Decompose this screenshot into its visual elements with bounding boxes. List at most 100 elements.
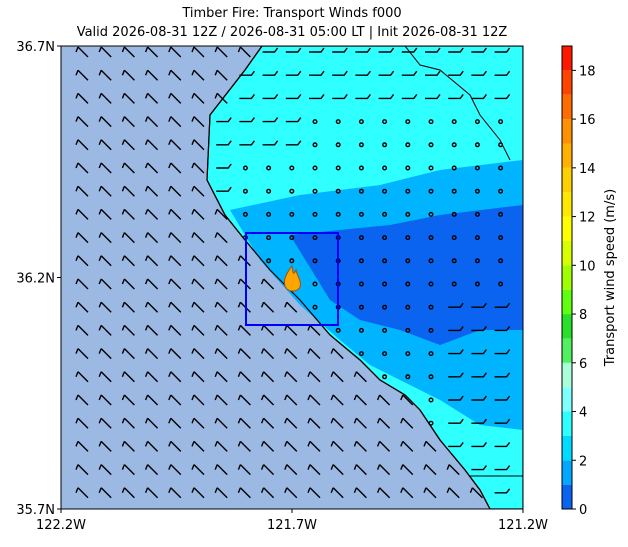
wind-barb (98, 69, 112, 81)
colorbar-tick-label: 0 (579, 503, 587, 518)
wind-barb (262, 140, 279, 146)
wind-barb (405, 374, 411, 380)
wind-barb (285, 93, 302, 100)
wind-barb (425, 70, 441, 76)
wind-barb (471, 349, 487, 355)
wind-barb (98, 487, 112, 499)
wind-barb (191, 348, 205, 360)
coastline (206, 46, 491, 509)
wind-barb (469, 487, 483, 499)
wind-barb (289, 165, 295, 171)
wind-barb (168, 464, 182, 476)
wind-barb (144, 139, 159, 151)
wind-barb (168, 255, 182, 267)
wind-barb (285, 140, 302, 146)
wind-barb (448, 441, 464, 448)
wind-barb (428, 397, 434, 403)
wind-barb (423, 487, 437, 499)
wind-barb (428, 327, 434, 333)
chart-subtitle: Valid 2026-08-31 12Z / 2026-08-31 05:00 … (77, 25, 508, 40)
colorbar-segment (562, 435, 572, 461)
wind-barb (425, 93, 441, 100)
wind-barb (191, 324, 205, 336)
wind-barb (121, 162, 135, 174)
wind-barb (262, 70, 279, 76)
wind-barb (75, 116, 89, 128)
wind-barb (471, 372, 487, 378)
wind-barb (168, 162, 182, 174)
wind-barb (494, 418, 511, 424)
wind-barb (121, 417, 135, 429)
wind-barb (144, 348, 159, 360)
wind-barb (191, 46, 205, 58)
wind-barb (214, 46, 228, 58)
wind-barb (330, 440, 344, 452)
wind-barb (214, 92, 228, 104)
wind-barb (266, 211, 272, 217)
wind-barb (382, 142, 388, 148)
wind-barb (382, 119, 388, 125)
wind-barb (428, 420, 434, 426)
wind-barb (428, 258, 434, 264)
colorbar-segment (562, 94, 572, 120)
wind-barb (353, 440, 367, 452)
colorbar-segment (562, 411, 572, 436)
wind-barb (144, 162, 159, 174)
wind-barb (382, 258, 388, 264)
wind-barb (260, 417, 275, 429)
wind-barb (494, 349, 511, 355)
wind-barb (75, 301, 89, 313)
wind-barb (378, 70, 395, 76)
wind-barb (448, 349, 464, 355)
wind-barb (474, 119, 480, 125)
wind-barb (214, 324, 228, 336)
wind-barb (168, 394, 182, 406)
wind-barb (121, 278, 135, 290)
wind-barb (494, 70, 511, 76)
fire-box (245, 232, 339, 326)
wind-barb (428, 142, 434, 148)
wind-barb (75, 46, 89, 58)
wind-barb (378, 47, 395, 53)
wind-barb (237, 487, 251, 499)
wind-barb (144, 232, 159, 244)
wind-barb (498, 165, 504, 171)
wind-barb (312, 281, 318, 287)
wind-barb (214, 440, 228, 452)
wind-barb (191, 464, 205, 476)
wind-barb (382, 351, 388, 357)
wind-barb (191, 301, 205, 313)
wind-barb (451, 281, 457, 287)
wind-barb (98, 464, 112, 476)
wind-barb (498, 281, 504, 287)
wind-barb (471, 441, 487, 448)
wind-barb (75, 394, 89, 406)
wind-barb (451, 235, 457, 241)
wind-barb (284, 464, 298, 476)
wind-barb (289, 258, 295, 264)
colorbar-label: Transport wind speed (m/s) (603, 189, 618, 367)
wind-barb (239, 93, 255, 100)
wind-barb (239, 117, 255, 123)
wind-barb (448, 93, 464, 100)
wind-barb (121, 208, 135, 220)
wind-barb (309, 93, 325, 100)
wind-barb (75, 348, 89, 360)
wind-barb (168, 440, 182, 452)
wind-barb (144, 487, 159, 499)
wind-barb (335, 327, 341, 333)
wind-barb (168, 371, 182, 383)
wind-barb (98, 208, 112, 220)
wind-barb (260, 348, 275, 360)
wind-barb (498, 188, 504, 194)
colorbar-segment (562, 338, 572, 363)
wind-barb (191, 394, 205, 406)
wind-barb (284, 348, 298, 360)
wind-barb (474, 258, 480, 264)
wind-barb (353, 371, 367, 383)
wind-barb (307, 394, 321, 406)
wind-barb (355, 93, 371, 100)
wind-barb (191, 255, 205, 267)
y-tick-label: 36.7N (16, 40, 55, 55)
